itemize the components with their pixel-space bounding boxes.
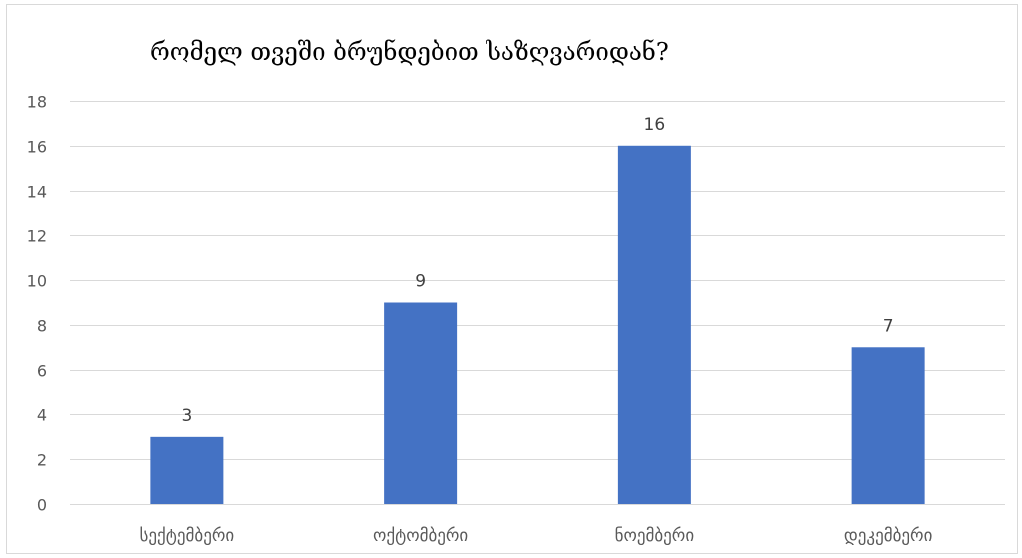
data-label: 16 <box>644 115 666 135</box>
x-axis-categories: სექტემბერი ოქტომბერი ნოემბერი დეკემბერი <box>140 526 933 546</box>
y-tick-label: 2 <box>37 451 47 470</box>
data-label: 3 <box>181 406 192 426</box>
y-tick-label: 14 <box>27 183 47 202</box>
bars <box>150 145 925 504</box>
bar <box>851 347 925 504</box>
y-tick-label: 0 <box>37 496 47 515</box>
bar <box>384 302 458 504</box>
y-tick-label: 16 <box>27 138 47 157</box>
category-label: დეკემბერი <box>844 526 933 546</box>
data-labels: 3 9 16 7 <box>181 115 893 426</box>
y-tick-label: 4 <box>37 406 47 425</box>
category-label: სექტემბერი <box>140 526 235 546</box>
y-axis-ticks: 0 2 4 6 8 10 12 14 16 18 <box>27 93 47 515</box>
bar <box>617 145 691 504</box>
y-tick-label: 6 <box>37 362 47 381</box>
y-tick-label: 10 <box>27 272 47 291</box>
chart-title: რომელ თვეში ბრუნდებით საზღვარიდან? <box>150 38 669 66</box>
data-label: 7 <box>883 316 894 336</box>
gridlines <box>70 101 1005 505</box>
bar <box>150 436 224 504</box>
category-label: ოქტომბერი <box>373 526 468 546</box>
y-tick-label: 18 <box>27 93 47 112</box>
y-tick-label: 8 <box>37 317 47 336</box>
y-tick-label: 12 <box>27 227 47 246</box>
category-label: ნოემბერი <box>615 526 695 546</box>
data-label: 9 <box>415 272 426 292</box>
